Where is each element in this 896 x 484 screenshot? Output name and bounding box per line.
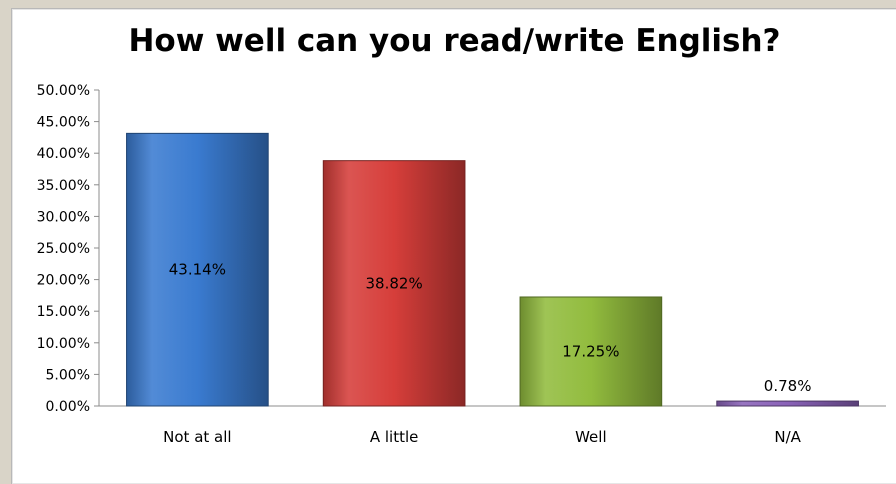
bar-a-little [322, 160, 466, 407]
data-label: 17.25% [562, 342, 619, 360]
bar-chart: 0.00% 5.00% 10.00% 15.00% 20.00% 25.00% 30.00%… [37, 83, 886, 446]
x-category-label: N/A [774, 428, 801, 446]
y-tick-label: 50.00% [37, 83, 90, 99]
x-category-label: A little [370, 428, 419, 446]
y-tick-label: 40.00% [37, 146, 90, 162]
chart-area: How well can you read/write English? 0.0… [11, 8, 896, 484]
y-tick-label: 35.00% [37, 178, 90, 194]
y-tick-label: 15.00% [37, 304, 90, 320]
y-tick-label: 45.00% [37, 115, 90, 131]
x-category-label: Not at all [163, 428, 231, 446]
bar-n-a [716, 400, 859, 407]
y-tick-label: 20.00% [37, 273, 90, 289]
chart-title: How well can you read/write English? [128, 23, 781, 59]
y-tick-label: 0.00% [46, 399, 90, 415]
data-label: 43.14% [169, 261, 226, 279]
x-category-label: Well [575, 428, 607, 446]
y-tick-label: 25.00% [37, 241, 90, 257]
data-label: 0.78% [764, 377, 812, 395]
data-label: 38.82% [366, 274, 423, 292]
bar-not-at-all [126, 132, 269, 407]
bar-well [519, 296, 663, 407]
y-tick-label: 10.00% [37, 336, 90, 352]
y-tick-label: 5.00% [46, 367, 90, 383]
y-tick-label: 30.00% [37, 209, 90, 225]
